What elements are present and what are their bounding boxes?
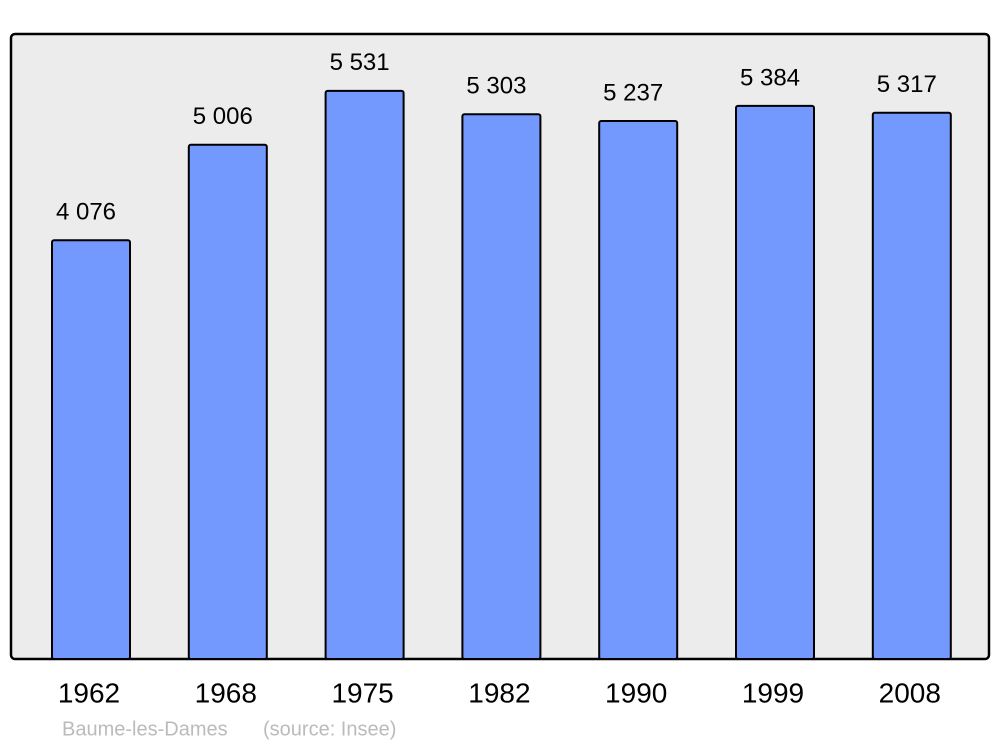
value-label: 5 531 [330, 49, 390, 76]
bar [51, 239, 131, 660]
bar [871, 111, 952, 661]
value-label: 5 303 [466, 73, 526, 100]
bar [324, 89, 405, 661]
caption: Baume-les-Dames [62, 718, 228, 740]
source: (source: Insee) [263, 718, 396, 740]
x-tick-label: 1968 [195, 677, 257, 708]
x-tick-label: 1982 [468, 677, 530, 708]
bar [598, 120, 679, 661]
x-tick-label: 1999 [742, 677, 804, 708]
x-tick-label: 1962 [58, 677, 120, 708]
value-label: 5 237 [603, 79, 663, 106]
value-label: 5 006 [193, 103, 253, 130]
x-tick-label: 1975 [331, 677, 393, 708]
x-tick-label: 2008 [879, 677, 941, 708]
bar [187, 143, 268, 660]
bar [461, 113, 542, 661]
bar [735, 104, 815, 661]
x-tick-label: 1990 [605, 677, 667, 708]
value-label: 5 317 [877, 71, 937, 98]
value-label: 5 384 [740, 64, 800, 91]
value-label: 4 076 [56, 199, 116, 226]
